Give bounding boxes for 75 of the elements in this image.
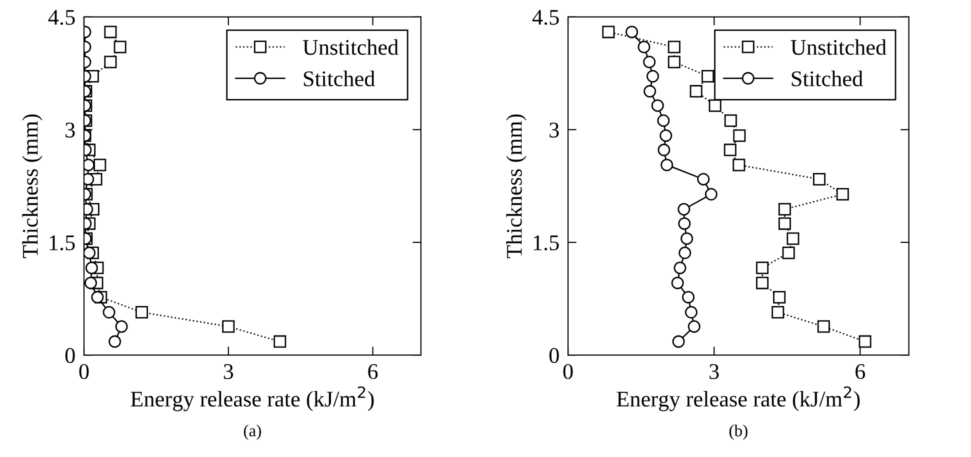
point [660, 129, 672, 142]
text: (a) [244, 424, 261, 440]
point [104, 56, 117, 68]
point [684, 306, 698, 319]
point [638, 40, 650, 54]
point [643, 56, 656, 68]
point [671, 276, 684, 290]
point [646, 70, 660, 83]
point [668, 40, 680, 54]
legend-label: Stitched [792, 70, 863, 86]
y-tick-label: 3 [550, 122, 559, 138]
point [674, 262, 686, 274]
point [772, 306, 784, 319]
point [680, 232, 694, 245]
legend-label: Unstitched [790, 39, 886, 55]
y-tick-label: 3 [66, 122, 75, 138]
point [626, 26, 638, 38]
point [657, 114, 670, 127]
point [678, 217, 691, 230]
point [658, 144, 670, 156]
point [782, 246, 795, 260]
point [688, 320, 700, 333]
point [702, 70, 714, 83]
x-tick-label: 0 [563, 364, 573, 380]
point [602, 26, 615, 38]
point [786, 232, 800, 245]
text: (b) [729, 424, 748, 440]
point [773, 290, 786, 304]
point [651, 99, 664, 112]
point [724, 114, 737, 127]
point [724, 144, 736, 156]
legend-label: Stitched [304, 70, 375, 86]
point [813, 172, 826, 186]
y-tick-label: 4.5 [532, 10, 559, 25]
point [836, 188, 849, 201]
point [858, 335, 872, 348]
x-tick-label: 3 [224, 364, 234, 380]
point [732, 158, 746, 172]
point [114, 40, 126, 54]
point [690, 85, 702, 98]
point [668, 56, 680, 68]
y-tick-label: 0 [65, 348, 75, 364]
point [104, 26, 117, 38]
point [94, 158, 106, 172]
legend-label: Unstitched [302, 39, 398, 55]
y-axis-title: Thickness (mm) [22, 114, 42, 258]
y-tick-label: 0 [549, 348, 559, 364]
y-tick-label: 1.5 [50, 235, 75, 250]
point [697, 172, 710, 186]
point [222, 320, 235, 333]
point [778, 203, 791, 216]
x-tick-label: 6 [856, 364, 866, 380]
point [756, 262, 769, 274]
point [274, 335, 286, 348]
x-tick-label: 0 [79, 364, 89, 380]
y-tick-label: 4.5 [48, 10, 75, 25]
point [136, 306, 148, 319]
point [817, 320, 830, 333]
point [678, 246, 692, 260]
point [778, 217, 791, 230]
y-tick-label: 1.5 [534, 235, 559, 250]
y-axis-title: Thickness (mm) [506, 114, 526, 258]
point [756, 276, 769, 290]
x-axis-title: Energy release rate (kJ/m$^{2}$) [130, 386, 374, 412]
point [733, 129, 746, 142]
x-tick-label: 6 [368, 364, 378, 380]
point [682, 290, 695, 304]
point [672, 335, 685, 348]
point [660, 158, 674, 172]
point [678, 203, 690, 216]
point [704, 188, 718, 201]
x-tick-label: 3 [710, 364, 719, 380]
x-axis-title: Energy release rate (kJ/m$^{2}$) [616, 386, 860, 412]
point [708, 99, 722, 112]
point [644, 85, 656, 98]
